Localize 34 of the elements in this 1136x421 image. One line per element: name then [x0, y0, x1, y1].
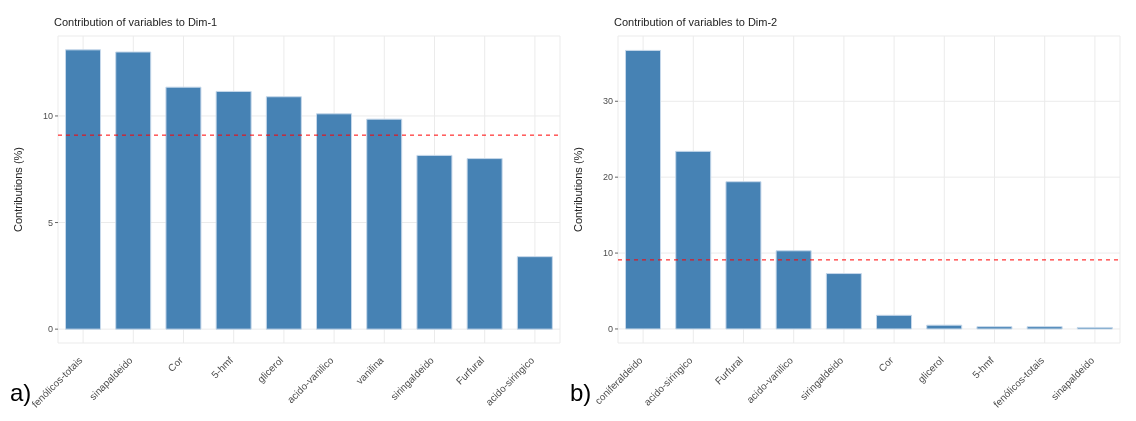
y-tick-label: 5: [47, 217, 53, 228]
bar: [976, 326, 1013, 330]
bar: [366, 118, 403, 330]
bar: [115, 51, 152, 330]
bar: [516, 256, 553, 330]
y-tick-label: 0: [47, 324, 53, 335]
x-tick-label: Cor: [165, 354, 186, 374]
text: a): [10, 379, 32, 407]
x-tick-label: Cor: [876, 354, 896, 374]
y-tick-label: 10: [602, 248, 613, 259]
y-tick-label: 10: [42, 111, 53, 122]
bar: [876, 314, 913, 330]
y-tick-label: 0: [607, 324, 613, 335]
chart-title: Contribution of variables to Dim-1: [54, 16, 218, 28]
bar: [926, 324, 963, 330]
bar: [825, 273, 862, 330]
bar: [675, 150, 712, 330]
bar: [725, 181, 762, 330]
y-tick-label: 30: [602, 96, 613, 107]
bar: [775, 250, 812, 330]
bar: [165, 86, 202, 330]
chart-title: Contribution of variables to Dim-2: [614, 16, 778, 28]
bar: [316, 113, 353, 330]
text: b): [570, 379, 592, 407]
y-tick-label: 20: [602, 172, 613, 183]
bar: [1026, 326, 1063, 330]
y-axis-title: Contributions (%): [571, 147, 584, 232]
bar: [65, 49, 102, 330]
bar: [416, 154, 453, 330]
bar: [215, 90, 252, 330]
bar: [265, 96, 302, 330]
bar: [625, 49, 662, 330]
y-axis-title: Contributions (%): [11, 147, 24, 232]
bar: [466, 158, 503, 330]
